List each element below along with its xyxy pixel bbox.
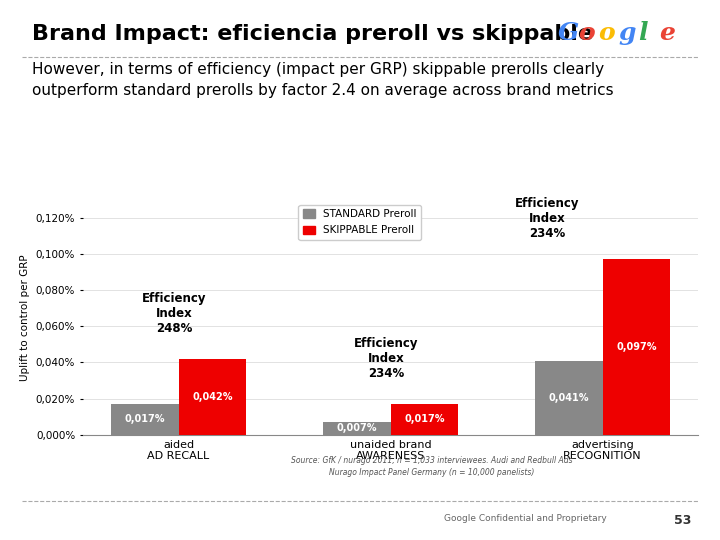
Text: Brand Impact: eficiencia preroll vs skippable: Brand Impact: eficiencia preroll vs skip… [32,24,593,44]
Text: g: g [618,21,636,44]
Text: However, in terms of efficiency (impact per GRP) skippable prerolls clearly
outp: However, in terms of efficiency (impact … [32,62,614,98]
Text: e: e [659,21,675,44]
Y-axis label: Uplift to control per GRP: Uplift to control per GRP [20,254,30,381]
Text: 53: 53 [674,514,691,527]
Bar [535,361,603,435]
Text: Efficiency
Index
234%: Efficiency Index 234% [354,338,418,381]
Text: 0,097%: 0,097% [616,342,657,352]
Text: 0,017%: 0,017% [404,414,445,424]
Text: Efficiency
Index
234%: Efficiency Index 234% [516,197,580,240]
Text: Source: GfK / nurago 2011, n = 1,033 interviewees. Audi and Redbull Ads
Nurago I: Source: GfK / nurago 2011, n = 1,033 int… [291,456,573,477]
Bar [391,404,459,435]
Bar [179,359,246,435]
Text: 0,007%: 0,007% [336,423,377,434]
Text: 0,017%: 0,017% [125,414,165,424]
Legend: STANDARD Preroll, SKIPPABLE Preroll: STANDARD Preroll, SKIPPABLE Preroll [299,205,421,240]
Text: Google Confidential and Proprietary: Google Confidential and Proprietary [444,514,607,523]
Text: o: o [598,21,615,44]
Bar [323,422,391,435]
Text: l: l [639,21,648,44]
Text: o: o [578,21,595,44]
Text: 0,041%: 0,041% [549,393,589,403]
Text: G: G [558,21,580,44]
Text: 0,042%: 0,042% [192,392,233,402]
Bar [111,404,179,435]
Text: Efficiency
Index
248%: Efficiency Index 248% [142,292,207,335]
Bar [603,259,670,435]
